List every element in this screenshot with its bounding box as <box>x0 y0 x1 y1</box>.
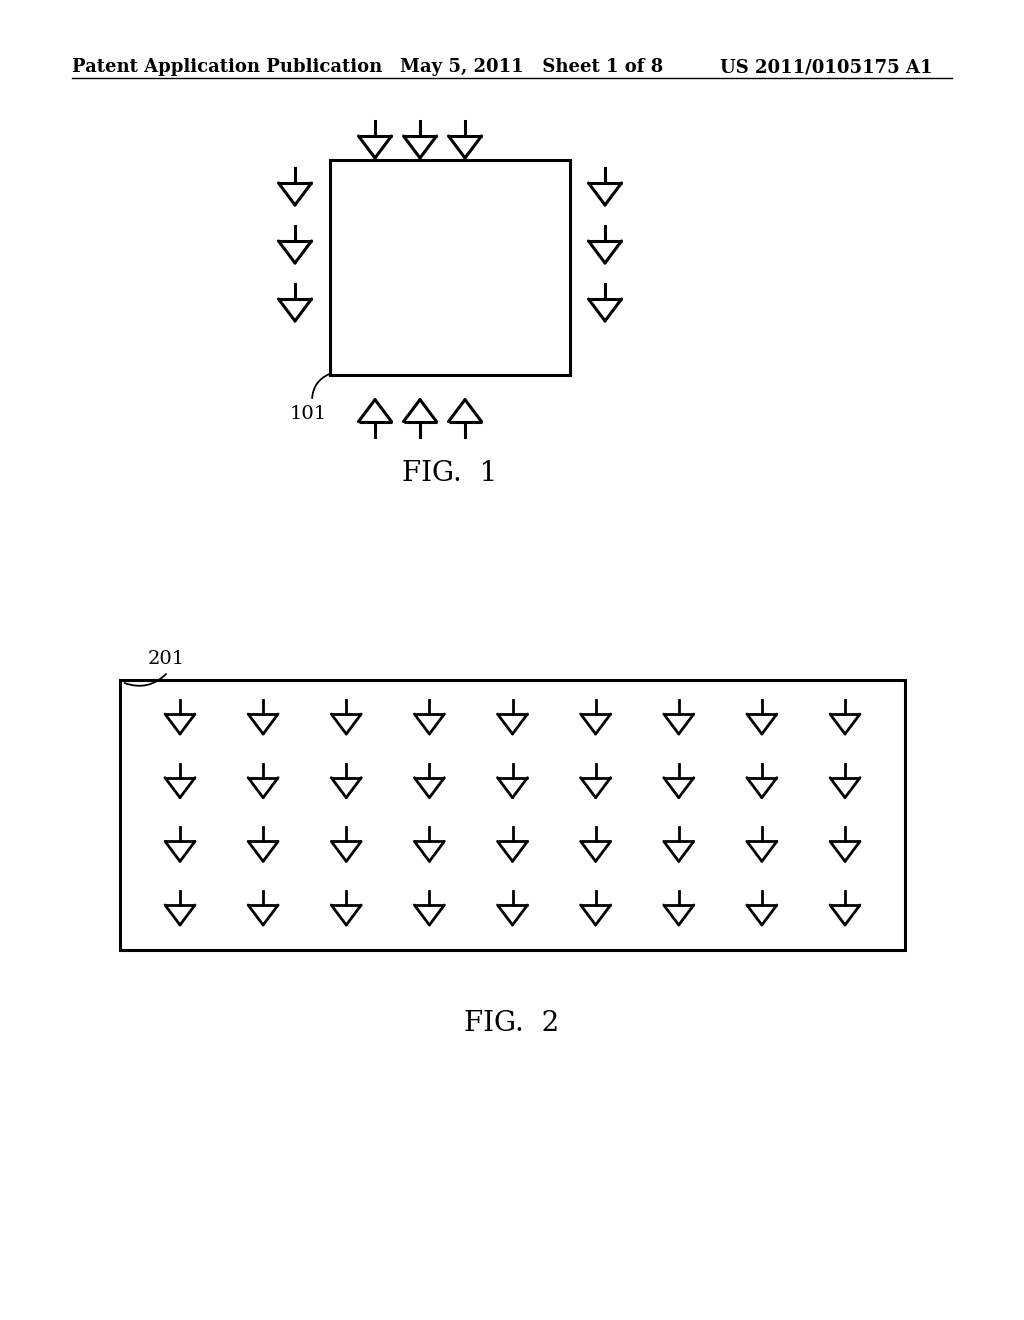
Text: May 5, 2011   Sheet 1 of 8: May 5, 2011 Sheet 1 of 8 <box>400 58 664 77</box>
Bar <box>120 680 905 950</box>
Text: FIG.  2: FIG. 2 <box>464 1010 560 1038</box>
Text: Patent Application Publication: Patent Application Publication <box>72 58 382 77</box>
Text: 101: 101 <box>290 405 327 422</box>
Text: 201: 201 <box>148 649 185 668</box>
Bar <box>330 160 570 375</box>
Text: US 2011/0105175 A1: US 2011/0105175 A1 <box>720 58 933 77</box>
Text: FIG.  1: FIG. 1 <box>402 459 498 487</box>
